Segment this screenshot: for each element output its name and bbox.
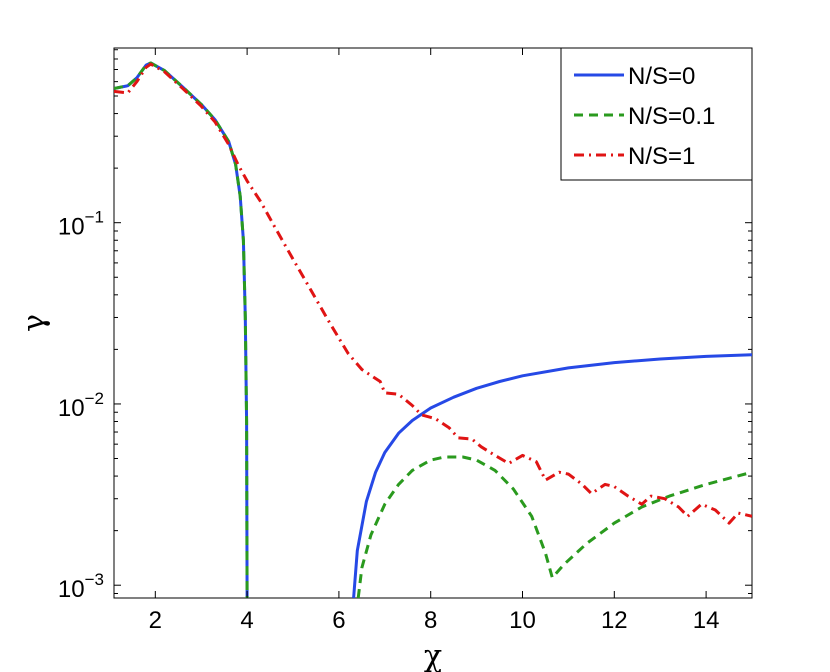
series-1-line-segment-2 [352, 353, 752, 598]
y-axis-label: γ [17, 314, 52, 332]
series-layer [114, 61, 752, 598]
x-tick-label: 6 [332, 607, 345, 634]
legend-label-1: N/S=0 [628, 63, 695, 90]
x-tick-label: 12 [601, 607, 628, 634]
legend-label-3: N/S=1 [628, 143, 695, 170]
x-tick-label: 8 [424, 607, 437, 634]
x-axis-label: χ [424, 639, 442, 672]
x-tick-label: 4 [240, 607, 253, 634]
series-2-line-segment-2 [356, 455, 752, 598]
legend: N/S=0 N/S=0.1 N/S=1 [560, 47, 753, 181]
y-tick-label: 10−1 [58, 208, 104, 241]
tick-labels: 2 4 6 8 10 12 14 10−3 10−2 10−1 [58, 208, 720, 634]
legend-label-2: N/S=0.1 [628, 103, 715, 130]
x-tick-label: 14 [693, 607, 720, 634]
y-tick-label: 10−3 [58, 570, 104, 603]
x-tick-label: 2 [149, 607, 162, 634]
x-tick-label: 10 [509, 607, 536, 634]
y-tick-label: 10−2 [58, 389, 104, 422]
series-3-line-segment-1 [114, 62, 752, 525]
